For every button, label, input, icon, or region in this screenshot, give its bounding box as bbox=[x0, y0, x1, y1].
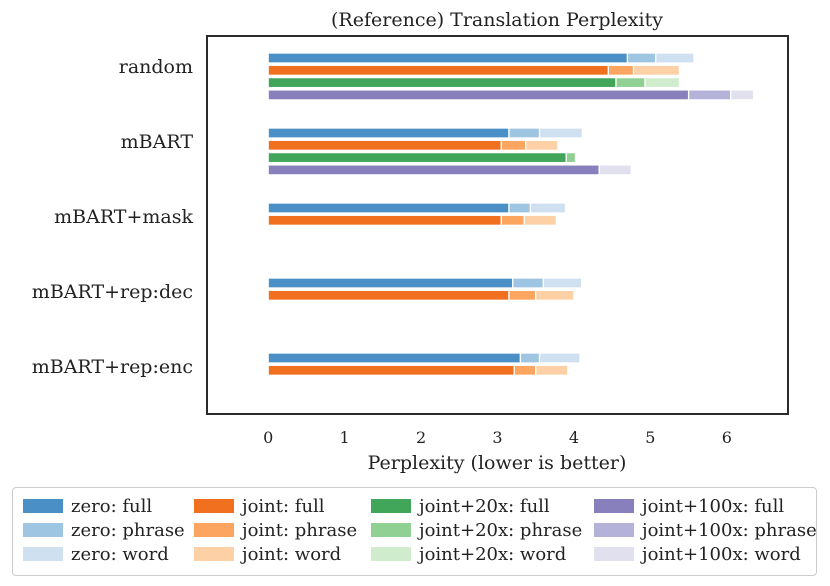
x-tick-label: 0 bbox=[263, 428, 273, 447]
perplexity-chart: (Reference) Translation Perplexity 0 1 2 3 4… bbox=[32, 9, 789, 474]
bar-joint-word bbox=[535, 289, 575, 301]
bar-joint-phrase bbox=[500, 214, 525, 226]
legend-entry: joint+100x: word bbox=[594, 543, 801, 565]
legend-label: joint+100x: word bbox=[642, 543, 801, 565]
bar-zero-full bbox=[267, 277, 514, 289]
x-axis-label: Perplexity (lower is better) bbox=[368, 452, 627, 474]
bar-zero-full bbox=[267, 52, 629, 64]
legend-entry: joint+100x: phrase bbox=[594, 519, 817, 541]
category-label: mBART+rep:enc bbox=[32, 356, 193, 378]
x-tick-label: 2 bbox=[416, 428, 426, 447]
bar-joint-phrase bbox=[500, 139, 527, 151]
legend-swatch bbox=[194, 523, 234, 537]
bar-joint+100x-word bbox=[730, 89, 755, 101]
bar-joint+20x-phrase bbox=[615, 76, 646, 89]
bar-zero-full bbox=[267, 352, 522, 364]
bar-joint-full bbox=[267, 139, 502, 151]
bar-zero-phrase bbox=[626, 52, 657, 64]
x-tick-label: 5 bbox=[645, 428, 655, 447]
bar-joint+20x-full bbox=[267, 76, 617, 89]
legend-entry: zero: phrase bbox=[23, 519, 185, 541]
bar-zero-full bbox=[267, 127, 510, 139]
legend-label: joint+20x: full bbox=[419, 495, 550, 517]
legend-swatch bbox=[594, 547, 634, 561]
legend-swatch bbox=[594, 523, 634, 537]
legend-swatch bbox=[23, 547, 63, 561]
legend-entry: joint+20x: full bbox=[371, 495, 550, 517]
x-tick-label: 6 bbox=[722, 428, 732, 447]
legend-entry: joint+20x: phrase bbox=[371, 519, 582, 541]
bar-zero-phrase bbox=[519, 352, 541, 364]
category-label: mBART bbox=[121, 131, 194, 153]
bar-joint+100x-word bbox=[598, 164, 632, 176]
chart-title: (Reference) Translation Perplexity bbox=[331, 9, 663, 31]
legend-label: joint: word bbox=[242, 543, 342, 565]
plot-frame bbox=[206, 35, 789, 415]
bar-joint+20x-phrase bbox=[565, 151, 577, 164]
legend-label: joint+100x: full bbox=[642, 495, 785, 517]
bar-zero-phrase bbox=[508, 127, 541, 139]
bar-joint+20x-word bbox=[644, 76, 681, 89]
bar-joint-phrase bbox=[607, 64, 635, 76]
legend-swatch bbox=[594, 499, 634, 513]
bar-zero-phrase bbox=[512, 277, 545, 289]
x-tick-label: 3 bbox=[492, 428, 502, 447]
x-tick-label: 1 bbox=[340, 428, 350, 447]
legend-entry: joint+20x: word bbox=[371, 543, 566, 565]
legend-entry: joint: full bbox=[194, 495, 325, 517]
legend-swatch bbox=[194, 499, 234, 513]
bar-joint+100x-phrase bbox=[687, 89, 732, 101]
bar-joint-word bbox=[535, 364, 569, 376]
legend-entry: joint: phrase bbox=[194, 519, 357, 541]
bar-zero-word bbox=[542, 277, 583, 289]
legend-label: zero: full bbox=[71, 495, 153, 517]
bar-joint-phrase bbox=[508, 289, 537, 301]
legend-label: zero: word bbox=[71, 543, 169, 565]
bar-joint-full bbox=[267, 214, 502, 226]
legend-swatch bbox=[23, 499, 63, 513]
legend-label: joint+100x: phrase bbox=[642, 519, 817, 541]
bar-zero-word bbox=[529, 202, 567, 214]
legend-label: joint+20x: phrase bbox=[419, 519, 583, 541]
legend-swatch bbox=[194, 547, 234, 561]
bar-joint+100x-full bbox=[267, 89, 690, 101]
legend-swatch bbox=[371, 499, 411, 513]
legend-label: joint: full bbox=[242, 495, 325, 517]
legend-label: joint: phrase bbox=[242, 519, 358, 541]
bar-joint-phrase bbox=[513, 364, 537, 376]
bar-joint-full bbox=[267, 289, 510, 301]
legend-swatch bbox=[371, 523, 411, 537]
bar-joint-full bbox=[267, 364, 515, 376]
legend-label: zero: phrase bbox=[71, 519, 185, 541]
legend-swatch bbox=[23, 523, 63, 537]
bar-zero-word bbox=[655, 52, 695, 64]
legend-swatch bbox=[371, 547, 411, 561]
bar-joint+20x-full bbox=[267, 151, 567, 164]
category-label: mBART+rep:dec bbox=[32, 281, 193, 303]
legend-entry: zero: word bbox=[23, 543, 169, 565]
legend-entry: zero: full bbox=[23, 495, 152, 517]
chart-legend: zero: full zero: phrase zero: word joint: f… bbox=[12, 487, 817, 576]
legend-entry: joint+100x: full bbox=[594, 495, 784, 517]
bar-joint-word bbox=[525, 139, 559, 151]
bar-joint+100x-full bbox=[267, 164, 617, 176]
bar-joint-word bbox=[523, 214, 558, 226]
bar-joint-full bbox=[267, 64, 609, 76]
legend-entry: joint: word bbox=[194, 543, 341, 565]
bar-zero-full bbox=[267, 202, 510, 214]
category-label: mBART+mask bbox=[54, 206, 193, 228]
bar-zero-word bbox=[538, 127, 584, 139]
legend-label: joint+20x: word bbox=[419, 543, 567, 565]
x-tick-label: 4 bbox=[569, 428, 579, 447]
bar-zero-phrase bbox=[508, 202, 532, 214]
category-label: random bbox=[119, 56, 193, 78]
bar-zero-word bbox=[538, 352, 581, 364]
bar-joint-word bbox=[632, 64, 681, 76]
